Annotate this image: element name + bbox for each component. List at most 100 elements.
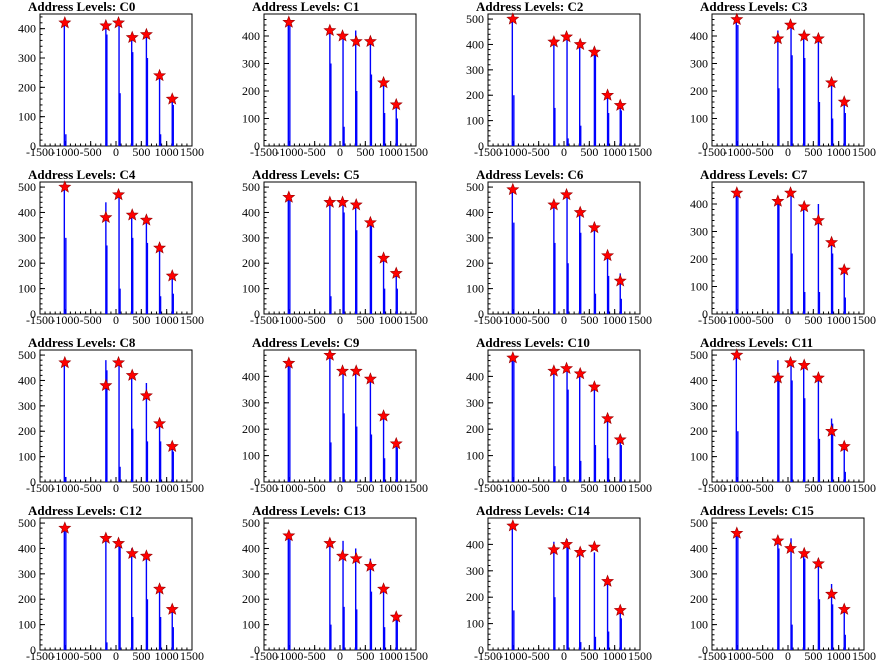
x-tick-label: -1500 — [250, 649, 278, 663]
peak-marker — [837, 439, 851, 452]
x-tick-label: -500 — [304, 649, 326, 663]
y-tick-label: 400 — [690, 197, 708, 211]
x-tick-label: -1500 — [474, 145, 502, 159]
x-tick-label: 0 — [561, 313, 567, 327]
peak-marker — [377, 409, 391, 422]
x-tick-label: 500 — [804, 649, 822, 663]
peak-marker — [323, 23, 337, 37]
peak-marker — [587, 45, 601, 58]
histogram-svg: Address Levels: C9 0 100 200 300 400 -1500-100… — [242, 335, 428, 495]
peak-marker — [547, 198, 561, 211]
histogram-svg: Address Levels: C11 0 100 200 300 400 500 -1500… — [690, 335, 876, 495]
peak-marker — [825, 75, 839, 89]
peak-marker — [377, 582, 391, 595]
x-tick-label: 0 — [113, 649, 119, 663]
y-tick-label: 200 — [242, 422, 260, 436]
peak-marker — [573, 545, 587, 558]
x-tick-label: -1000 — [51, 481, 79, 495]
peak-marker — [112, 15, 126, 29]
y-tick-label: 300 — [242, 231, 260, 245]
y-tick-label: 400 — [466, 37, 484, 51]
peak-marker — [165, 602, 179, 615]
peak-marker — [99, 18, 113, 32]
x-tick-label: -500 — [752, 313, 774, 327]
x-tick-label: 0 — [785, 145, 791, 159]
y-tick-label: 400 — [18, 541, 36, 555]
x-tick-label: -500 — [80, 313, 102, 327]
y-tick-label: 300 — [690, 57, 708, 71]
peak-marker — [336, 195, 350, 208]
x-tick-label: 1500 — [404, 145, 428, 159]
peak-marker — [784, 18, 798, 31]
x-tick-label: -1500 — [698, 481, 726, 495]
peak-marker — [613, 274, 627, 287]
x-tick-label: 1500 — [404, 649, 428, 663]
x-tick-label: 1000 — [379, 313, 403, 327]
x-tick-label: 0 — [561, 145, 567, 159]
x-tick-label: 0 — [785, 313, 791, 327]
y-tick-label: 200 — [690, 424, 708, 438]
y-tick-label: 100 — [242, 618, 260, 632]
x-tick-label: 500 — [580, 313, 598, 327]
x-tick-label: -1000 — [51, 145, 79, 159]
x-tick-label: -500 — [304, 481, 326, 495]
panel-title: Address Levels: C0 — [28, 0, 135, 14]
peak-marker — [349, 34, 363, 48]
y-tick-label: 200 — [690, 252, 708, 266]
peak-marker — [506, 12, 520, 25]
x-tick-label: 1500 — [180, 649, 204, 663]
panel-title: Address Levels: C11 — [700, 335, 813, 350]
panel-title: Address Levels: C15 — [700, 503, 814, 518]
x-tick-label: -500 — [528, 313, 550, 327]
x-tick-label: 1000 — [603, 145, 627, 159]
peak-marker — [601, 88, 615, 101]
histogram-panel-c2: Address Levels: C2 0 100 200 300 400 500 -1500-… — [448, 0, 672, 168]
peak-marker — [363, 215, 377, 229]
x-tick-label: -1000 — [275, 313, 303, 327]
peak-marker — [587, 540, 601, 553]
y-tick-label: 100 — [690, 450, 708, 464]
y-tick-label: 300 — [242, 396, 260, 410]
histogram-svg: Address Levels: C40100200300400500-1500-… — [18, 167, 204, 327]
x-tick-label: -1500 — [250, 313, 278, 327]
y-tick-label: 100 — [466, 114, 484, 128]
peak-marker — [784, 186, 798, 199]
y-tick-label: 0 — [702, 139, 708, 153]
peak-marker — [139, 549, 153, 562]
peak-marker — [837, 602, 851, 615]
y-tick-label: 300 — [690, 225, 708, 239]
peak-marker — [730, 12, 744, 26]
y-tick-label: 100 — [18, 282, 36, 296]
panel-title: Address Levels: C9 — [252, 335, 360, 350]
peak-marker — [613, 603, 627, 616]
x-tick-label: -1500 — [26, 649, 54, 663]
x-tick-label: 1000 — [155, 649, 179, 663]
peak-marker — [587, 380, 601, 393]
peak-marker — [797, 29, 811, 42]
x-tick-label: 500 — [804, 481, 822, 495]
y-tick-label: 300 — [18, 231, 36, 245]
plot-frame — [39, 517, 193, 651]
histogram-panel-c5: Address Levels: C5 0 100 200 300 400 500 -1500-… — [224, 167, 448, 336]
peak-marker — [349, 364, 363, 377]
peak-marker — [560, 537, 574, 550]
x-tick-label: 1500 — [852, 481, 876, 495]
histogram-svg: Address Levels: C0 0 100 200 300 400 -1500-100… — [18, 0, 204, 159]
peak-marker — [125, 30, 139, 43]
x-tick-label: -1500 — [474, 649, 502, 663]
plot-frame — [711, 181, 865, 315]
x-tick-label: 500 — [580, 145, 598, 159]
x-tick-label: 0 — [337, 649, 343, 663]
peak-marker — [601, 248, 615, 262]
y-tick-label: 500 — [242, 516, 260, 530]
x-tick-label: -1000 — [723, 649, 751, 663]
y-tick-label: 0 — [30, 643, 36, 657]
x-tick-label: -1500 — [250, 481, 278, 495]
x-tick-label: 1000 — [603, 313, 627, 327]
histogram-panel-c7: Address Levels: C7 0 100 200 300 400 -1500 -100… — [672, 167, 896, 336]
plot-frame — [39, 181, 193, 315]
y-tick-label: 0 — [254, 139, 260, 153]
histogram-svg: Address Levels: C13 0 100 200 300 400 500 -1500… — [242, 503, 428, 663]
peak-marker — [349, 551, 363, 565]
peak-marker — [825, 587, 839, 600]
